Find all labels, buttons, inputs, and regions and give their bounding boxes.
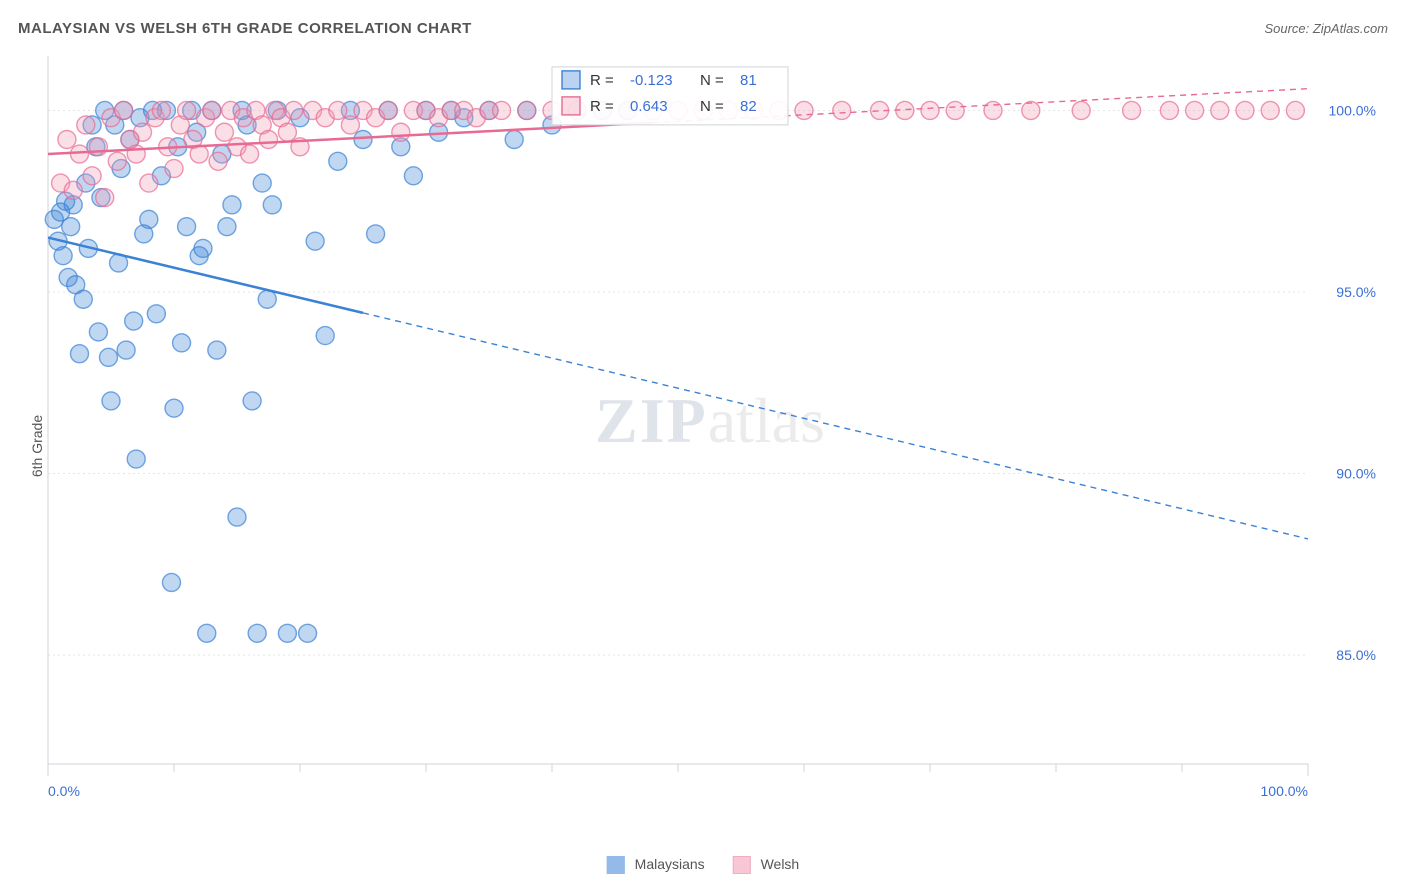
svg-text:N =: N = (700, 98, 724, 115)
svg-text:R =: R = (590, 98, 614, 115)
svg-text:R =: R = (590, 72, 614, 89)
svg-text:85.0%: 85.0% (1336, 647, 1376, 663)
svg-text:0.643: 0.643 (630, 98, 668, 115)
svg-text:N =: N = (700, 72, 724, 89)
svg-text:-0.123: -0.123 (630, 72, 673, 89)
chart-header: MALAYSIAN VS WELSH 6TH GRADE CORRELATION… (0, 0, 1406, 48)
svg-text:100.0%: 100.0% (1261, 783, 1308, 799)
svg-text:90.0%: 90.0% (1336, 466, 1376, 482)
svg-text:100.0%: 100.0% (1329, 102, 1376, 118)
legend-swatch-icon (733, 856, 751, 874)
legend-item-malaysians: Malaysians (607, 856, 705, 874)
legend-item-welsh: Welsh (733, 856, 800, 874)
legend-label: Malaysians (635, 856, 705, 872)
chart-title: MALAYSIAN VS WELSH 6TH GRADE CORRELATION… (18, 20, 472, 37)
svg-text:81: 81 (740, 72, 757, 89)
svg-text:82: 82 (740, 98, 757, 115)
legend-swatch-icon (607, 856, 625, 874)
legend-label: Welsh (761, 856, 800, 872)
chart-source: Source: ZipAtlas.com (1264, 21, 1388, 36)
svg-text:95.0%: 95.0% (1336, 284, 1376, 300)
scatter-chart: ZIPatlas85.0%90.0%95.0%100.0%0.0%100.0%R… (40, 50, 1380, 810)
legend: Malaysians Welsh (607, 856, 799, 874)
plot-area: ZIPatlas85.0%90.0%95.0%100.0%0.0%100.0%R… (40, 50, 1380, 810)
svg-text:0.0%: 0.0% (48, 783, 80, 799)
